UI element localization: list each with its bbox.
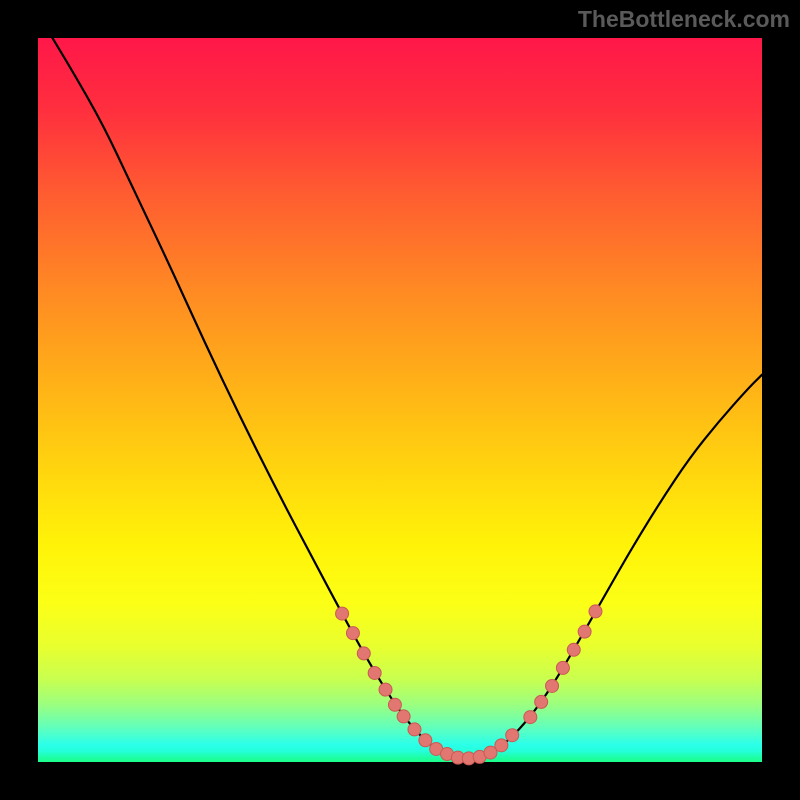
marker-point <box>546 679 559 692</box>
plot-background <box>38 38 762 762</box>
marker-point <box>506 729 519 742</box>
chart-svg <box>0 0 800 800</box>
marker-point <box>408 723 421 736</box>
marker-point <box>419 734 432 747</box>
watermark-text: TheBottleneck.com <box>578 6 790 33</box>
marker-point <box>357 647 370 660</box>
marker-point <box>578 625 591 638</box>
marker-point <box>336 607 349 620</box>
marker-point <box>535 695 548 708</box>
marker-point <box>346 627 359 640</box>
marker-point <box>495 739 508 752</box>
marker-point <box>567 643 580 656</box>
marker-point <box>379 683 392 696</box>
marker-point <box>524 711 537 724</box>
marker-point <box>589 605 602 618</box>
marker-point <box>397 710 410 723</box>
marker-point <box>388 698 401 711</box>
chart-container: TheBottleneck.com <box>0 0 800 800</box>
marker-point <box>368 666 381 679</box>
marker-point <box>556 661 569 674</box>
